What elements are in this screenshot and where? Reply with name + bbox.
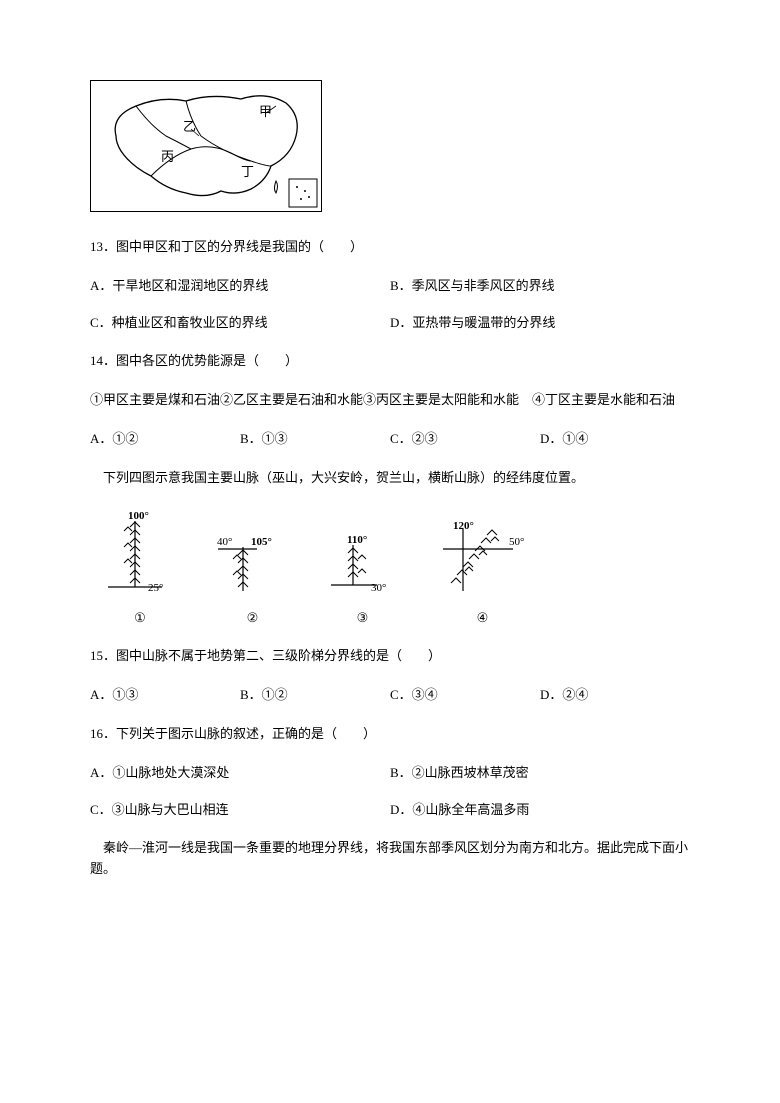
svg-text:105°: 105° xyxy=(251,536,272,548)
q16-options-2: C．③山脉与大巴山相连 D．④山脉全年高温多雨 xyxy=(90,800,690,821)
q16-opt-c: C．③山脉与大巴山相连 xyxy=(90,800,390,821)
q13-opt-b: B．季风区与非季风区的界线 xyxy=(390,276,690,297)
mountain-3-label: ③ xyxy=(325,608,400,629)
q15-options: A．①③ B．①② C．③④ D．②④ xyxy=(90,685,690,706)
q14-opt-b: B．①③ xyxy=(240,429,390,450)
q13-options: A．干旱地区和湿润地区的界线 B．季风区与非季风区的界线 xyxy=(90,276,690,297)
q15-opt-a: A．①③ xyxy=(90,685,240,706)
qinling-intro: 秦岭—淮河一线是我国一条重要的地理分界线，将我国东部季风区划分为南方和北方。据此… xyxy=(90,838,690,880)
q13-stem: 13．图中甲区和丁区的分界线是我国的（ ） xyxy=(90,237,690,258)
china-regions-map: 甲 乙 丙 丁 xyxy=(90,80,322,212)
svg-text:110°: 110° xyxy=(347,534,367,546)
q15-opt-b: B．①② xyxy=(240,685,390,706)
mountain-3: 110° 30° ③ xyxy=(325,529,400,629)
q14-desc: ①甲区主要是煤和石油②乙区主要是石油和水能③丙区主要是太阳能和水能 ④丁区主要是… xyxy=(90,390,690,411)
mountain-1: 100° 25° ① xyxy=(100,509,180,629)
svg-text:100°: 100° xyxy=(128,510,149,522)
mountains-diagrams: 100° 25° ① 105° 40° ② xyxy=(100,509,690,629)
q14-stem: 14．图中各区的优势能源是（ ） xyxy=(90,351,690,372)
svg-text:30°: 30° xyxy=(371,582,386,594)
q16-opt-a: A．①山脉地处大漠深处 xyxy=(90,763,390,784)
mountain-2-label: ② xyxy=(215,608,290,629)
q15-stem: 15．图中山脉不属于地势第二、三级阶梯分界线的是（ ） xyxy=(90,646,690,667)
q14-opt-c: C．②③ xyxy=(390,429,540,450)
q15-opt-c: C．③④ xyxy=(390,685,540,706)
q15-opt-d: D．②④ xyxy=(540,685,690,706)
q14-options: A．①② B．①③ C．②③ D．①④ xyxy=(90,429,690,450)
q16-opt-d: D．④山脉全年高温多雨 xyxy=(390,800,690,821)
mountains-intro: 下列四图示意我国主要山脉（巫山，大兴安岭，贺兰山，横断山脉）的经纬度位置。 xyxy=(90,468,690,489)
q16-options: A．①山脉地处大漠深处 B．②山脉西坡林草茂密 xyxy=(90,763,690,784)
q13-opt-a: A．干旱地区和湿润地区的界线 xyxy=(90,276,390,297)
map-label-ding: 丁 xyxy=(241,164,254,179)
q13-options-2: C．种植业区和畜牧业区的界线 D．亚热带与暖温带的分界线 xyxy=(90,313,690,334)
mountain-1-label: ① xyxy=(100,608,180,629)
map-label-jia: 甲 xyxy=(259,104,272,119)
q16-stem: 16．下列关于图示山脉的叙述，正确的是（ ） xyxy=(90,724,690,745)
q13-opt-d: D．亚热带与暖温带的分界线 xyxy=(390,313,690,334)
svg-text:50°: 50° xyxy=(509,536,524,548)
q13-opt-c: C．种植业区和畜牧业区的界线 xyxy=(90,313,390,334)
mountain-2: 105° 40° ② xyxy=(215,529,290,629)
q16-opt-b: B．②山脉西坡林草茂密 xyxy=(390,763,690,784)
mountain-4-label: ④ xyxy=(435,608,530,629)
svg-text:25°: 25° xyxy=(148,582,163,594)
q14-opt-d: D．①④ xyxy=(540,429,690,450)
mountain-4: 120° 50° ④ xyxy=(435,519,530,629)
svg-text:40°: 40° xyxy=(217,536,232,548)
q14-opt-a: A．①② xyxy=(90,429,240,450)
map-label-bing: 丙 xyxy=(161,149,174,164)
